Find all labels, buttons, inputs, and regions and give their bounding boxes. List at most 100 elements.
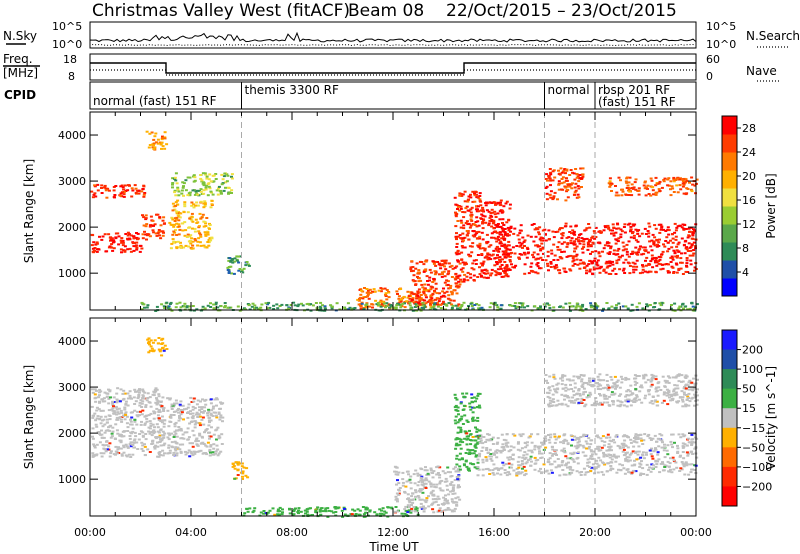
scatter-cell	[459, 431, 463, 434]
scatter-cell	[572, 259, 576, 262]
scatter-cell	[562, 447, 566, 450]
scatter-cell	[223, 306, 226, 309]
scatter-cell	[666, 226, 670, 229]
scatter-cell	[182, 185, 185, 188]
scatter-cell	[609, 273, 613, 275]
scatter-cell	[461, 270, 465, 273]
scatter-cell	[152, 417, 156, 420]
scatter-cell	[597, 445, 601, 448]
scatter-cell	[186, 412, 189, 414]
scatter-cell	[440, 271, 444, 274]
scatter-cell	[654, 459, 658, 462]
scatter-cell	[206, 304, 210, 307]
scatter-cell	[217, 187, 220, 190]
scatter-cell	[654, 466, 658, 468]
scatter-cell	[548, 396, 552, 399]
scatter-cell	[652, 450, 656, 453]
scatter-cell	[404, 509, 408, 512]
scatter-cell	[431, 293, 435, 296]
scatter-cell	[527, 272, 531, 275]
scatter-cell	[648, 466, 652, 469]
scatter-cell	[455, 398, 459, 401]
scatter-cell	[670, 471, 674, 474]
scatter-cell	[594, 397, 598, 399]
scatter-cell	[685, 259, 689, 262]
scatter-cell	[632, 401, 636, 403]
y-tick-label: 2000	[58, 221, 86, 234]
scatter-cell	[453, 393, 457, 396]
scatter-cell	[188, 194, 192, 196]
scatter-cell	[415, 309, 419, 312]
scatter-cell	[616, 194, 620, 197]
scatter-cell	[646, 184, 650, 187]
scatter-cell	[194, 421, 198, 424]
scatter-cell	[634, 251, 638, 254]
scatter-cell	[520, 471, 524, 474]
scatter-cell	[108, 415, 112, 417]
scatter-cell	[162, 231, 165, 234]
scatter-cell	[186, 233, 190, 236]
scatter-cell	[552, 373, 556, 376]
scatter-cell	[665, 263, 669, 265]
scatter-cell	[661, 441, 664, 444]
scatter-cell	[598, 271, 602, 274]
scatter-cell	[641, 454, 645, 457]
scatter-cell	[98, 388, 102, 391]
scatter-cell	[509, 230, 512, 233]
scatter-cell	[470, 397, 474, 399]
scatter-cell	[577, 437, 581, 439]
scatter-cell	[210, 426, 213, 429]
scatter-cell	[206, 183, 210, 186]
scatter-cell	[153, 223, 157, 226]
scatter-cell	[575, 375, 579, 378]
scatter-cell	[581, 444, 585, 447]
scatter-cell	[663, 443, 666, 446]
scatter-cell	[553, 191, 557, 194]
scatter-cell	[221, 416, 225, 419]
scatter-cell	[137, 389, 141, 392]
scatter-cell	[412, 274, 416, 277]
scatter-cell	[491, 469, 495, 472]
scatter-cell	[599, 401, 602, 404]
scatter-cell	[381, 304, 385, 307]
scatter-cell	[174, 449, 178, 452]
scatter-cell	[610, 378, 614, 381]
scatter-cell	[410, 504, 413, 506]
scatter-cell	[175, 182, 179, 185]
scatter-cell	[633, 374, 637, 377]
scatter-cell	[246, 303, 250, 305]
scatter-cell	[280, 303, 284, 306]
scatter-cell	[566, 466, 569, 469]
scatter-cell	[163, 452, 166, 455]
scatter-cell	[467, 467, 471, 470]
scatter-cell	[132, 237, 136, 240]
scatter-cell	[629, 230, 632, 233]
scatter-cell	[190, 401, 194, 403]
scatter-cell	[538, 445, 542, 448]
scatter-cell	[684, 193, 688, 196]
scatter-cell	[537, 307, 541, 310]
scatter-cell	[176, 186, 180, 189]
scatter-cell	[516, 234, 520, 237]
scatter-cell	[454, 211, 457, 214]
scatter-cell	[493, 270, 497, 273]
scatter-cell	[633, 181, 637, 184]
scatter-cell	[472, 268, 476, 271]
scatter-cell	[523, 441, 527, 444]
scatter-cell	[153, 135, 157, 138]
scatter-cell	[557, 169, 560, 172]
scatter-cell	[141, 409, 145, 412]
scatter-cell	[405, 514, 409, 517]
scatter-cell	[690, 444, 694, 446]
scatter-cell	[161, 434, 165, 437]
scatter-cell	[658, 438, 662, 441]
scatter-cell	[589, 244, 593, 247]
scatter-cell	[471, 200, 475, 203]
scatter-cell	[456, 277, 460, 280]
scatter-cell	[98, 235, 101, 238]
scatter-cell	[521, 302, 525, 305]
scatter-cell	[209, 239, 213, 242]
scatter-cell	[436, 472, 440, 474]
scatter-cell	[133, 242, 136, 244]
scatter-cell	[622, 245, 626, 248]
